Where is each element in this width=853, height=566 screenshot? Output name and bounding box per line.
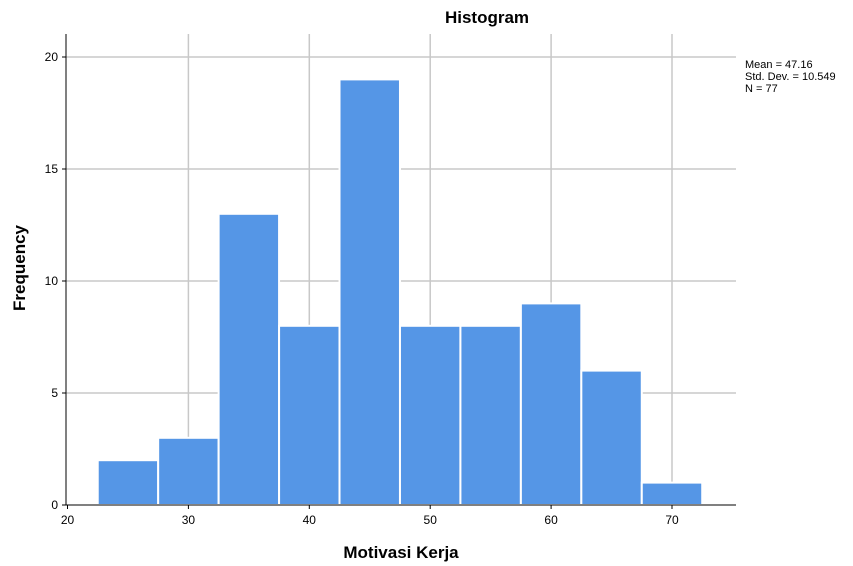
axes bbox=[65, 34, 736, 506]
stats-n: N = 77 bbox=[745, 83, 778, 95]
histogram-bar bbox=[217, 212, 281, 507]
histogram-bar bbox=[278, 324, 341, 506]
y-tick-label: 20 bbox=[45, 50, 59, 64]
histogram-bar bbox=[459, 324, 522, 506]
stats-mean: Mean = 47.16 bbox=[745, 59, 813, 71]
x-tick-label: 30 bbox=[182, 513, 196, 527]
x-tick-label: 40 bbox=[303, 513, 317, 527]
y-tick-label: 0 bbox=[51, 498, 58, 512]
chart-title: Histogram bbox=[445, 8, 529, 27]
y-tick-label: 10 bbox=[45, 274, 59, 288]
histogram-bar bbox=[157, 436, 220, 506]
tick-labels: 0 5 10 15 20 20 30 40 50 60 70 bbox=[45, 50, 679, 527]
y-tick-label: 15 bbox=[45, 162, 59, 176]
histogram-bar bbox=[398, 324, 462, 506]
stats-std-dev: Std. Dev. = 10.549 bbox=[745, 71, 836, 83]
x-axis-title: Motivasi Kerja bbox=[343, 543, 459, 562]
histogram-bar bbox=[519, 302, 583, 506]
histogram-bar bbox=[640, 481, 704, 507]
histogram-bar bbox=[580, 369, 643, 506]
histogram-bar bbox=[338, 78, 401, 507]
y-axis-title: Frequency bbox=[10, 224, 29, 311]
grid-lines bbox=[66, 34, 736, 505]
x-tick-label: 20 bbox=[61, 513, 75, 527]
x-tick-label: 50 bbox=[424, 513, 438, 527]
x-tick-label: 70 bbox=[665, 513, 679, 527]
stats-legend: Mean = 47.16 Std. Dev. = 10.549 N = 77 bbox=[745, 59, 836, 95]
y-tick-label: 5 bbox=[51, 386, 58, 400]
x-tick-label: 60 bbox=[544, 513, 558, 527]
histogram-bar bbox=[96, 459, 160, 507]
histogram-bars bbox=[96, 78, 704, 507]
